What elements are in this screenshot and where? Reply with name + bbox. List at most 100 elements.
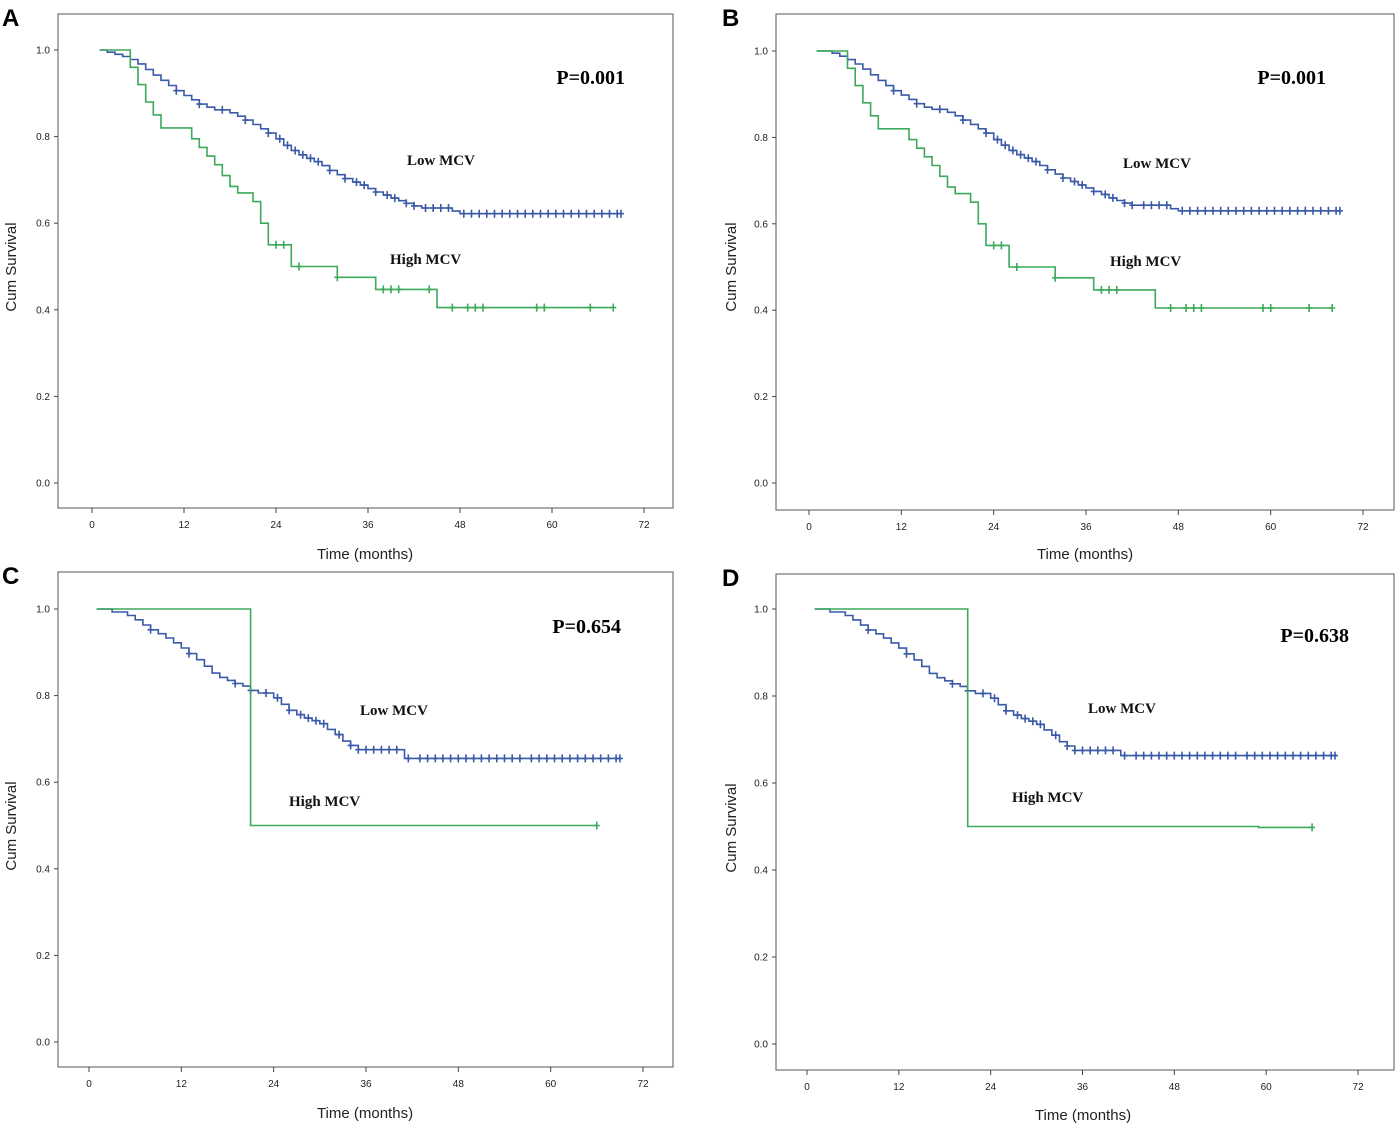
- censor-mark-low-mcv: [1225, 206, 1232, 215]
- plot-frame: [57, 571, 674, 1068]
- censor-mark-low-mcv: [1133, 751, 1140, 760]
- x-tick-label: 72: [638, 520, 650, 531]
- censor-mark-low-mcv: [265, 129, 272, 138]
- censor-mark-low-mcv: [616, 754, 623, 763]
- censor-mark-low-mcv: [574, 754, 581, 763]
- x-axis-title: Time (months): [1037, 546, 1133, 563]
- panel-letter: B: [722, 5, 739, 32]
- censor-mark-low-mcv: [605, 754, 612, 763]
- censor-mark-low-mcv: [1240, 206, 1247, 215]
- censor-mark-low-mcv: [493, 754, 500, 763]
- censor-mark-low-mcv: [1325, 206, 1332, 215]
- censor-mark-low-mcv: [1194, 751, 1201, 760]
- censor-mark-low-mcv: [913, 99, 920, 108]
- censor-mark-low-mcv: [315, 157, 322, 166]
- series-line-low-mcv: [816, 50, 1340, 212]
- censor-mark-high-mcv: [426, 285, 433, 294]
- censor-mark-low-mcv: [983, 129, 989, 138]
- series-label-low-mcv: Low MCV: [1123, 156, 1191, 172]
- censor-mark-low-mcv: [890, 86, 897, 95]
- y-tick-label: 0.8: [36, 691, 50, 702]
- y-tick-label: 0.8: [36, 132, 50, 143]
- x-tick-label: 36: [360, 1079, 372, 1090]
- censor-mark-low-mcv: [1171, 751, 1178, 760]
- chart-panel-c: C 0.0 0.2 0.4 0.6 0.8 1.0 0 12 24 36 48 60 72 Time (mo…: [2, 563, 674, 1122]
- censor-mark-high-mcv: [334, 273, 341, 282]
- censor-mark-high-mcv: [1098, 285, 1105, 294]
- censor-mark-low-mcv: [1033, 157, 1039, 166]
- censor-mark-low-mcv: [545, 209, 552, 218]
- censor-mark-low-mcv: [543, 754, 550, 763]
- censor-mark-high-mcv: [296, 262, 302, 271]
- censor-mark-low-mcv: [455, 754, 462, 763]
- censor-mark-high-mcv: [1052, 273, 1059, 282]
- series-label-high-mcv: High MCV: [1012, 790, 1083, 806]
- censor-mark-low-mcv: [353, 178, 360, 187]
- censor-mark-low-mcv: [1282, 751, 1289, 760]
- censor-mark-high-mcv: [610, 303, 617, 312]
- censor-mark-low-mcv: [501, 754, 508, 763]
- y-axis-title: Cum Survival: [3, 781, 20, 870]
- y-tick-label: 1.0: [754, 47, 768, 58]
- censor-mark-high-mcv: [1329, 304, 1336, 312]
- p-value-annotation: P=0.638: [1280, 625, 1349, 647]
- censor-mark-low-mcv: [1140, 201, 1147, 210]
- censor-mark-low-mcv: [320, 719, 327, 728]
- x-tick-label: 0: [806, 522, 812, 533]
- x-tick-label: 36: [1077, 1082, 1089, 1093]
- censor-mark-low-mcv: [1102, 190, 1109, 199]
- censor-mark-high-mcv: [1183, 304, 1189, 312]
- censor-mark-low-mcv: [528, 754, 535, 763]
- censor-mark-low-mcv: [372, 188, 379, 196]
- censor-mark-low-mcv: [1090, 187, 1097, 196]
- censor-mark-high-mcv: [395, 285, 402, 294]
- censor-mark-low-mcv: [1179, 206, 1186, 215]
- x-tick-label: 48: [1173, 522, 1185, 533]
- censor-mark-high-mcv: [587, 303, 594, 312]
- censor-mark-low-mcv: [1202, 206, 1209, 215]
- y-tick-label: 0.4: [36, 864, 50, 875]
- x-tick-label: 48: [453, 1079, 465, 1090]
- chart-panel-b: B 0.0 0.2 0.4 0.6 0.8 1.0 0 12 24 36 48 60 72 Time (mo…: [722, 5, 1395, 563]
- censor-mark-low-mcv: [1044, 165, 1051, 174]
- censor-mark-low-mcv: [391, 194, 398, 203]
- censor-mark-low-mcv: [437, 204, 444, 212]
- x-tick-label: 0: [804, 1082, 810, 1093]
- censor-mark-low-mcv: [1110, 746, 1117, 755]
- censor-mark-low-mcv: [509, 754, 516, 763]
- series-label-low-mcv: Low MCV: [360, 703, 428, 719]
- y-tick-label: 0.2: [36, 392, 50, 403]
- censor-mark-low-mcv: [1064, 742, 1071, 750]
- censor-mark-low-mcv: [416, 754, 423, 763]
- censor-mark-low-mcv: [1059, 174, 1066, 182]
- x-tick-label: 72: [1352, 1082, 1364, 1093]
- censor-mark-low-mcv: [347, 741, 354, 750]
- y-tick-label: 0.0: [754, 1040, 768, 1051]
- censor-mark-low-mcv: [1201, 751, 1208, 760]
- censor-mark-low-mcv: [1094, 746, 1101, 755]
- chart-panel-a: A 0.0 0.2 0.4 0.6 0.8 1.0 0 12 24 36 48 60 72 Time (mo…: [2, 5, 674, 563]
- censor-mark-low-mcv: [483, 209, 490, 218]
- censor-mark-high-mcv: [533, 303, 540, 312]
- censor-mark-low-mcv: [1052, 731, 1059, 740]
- censor-mark-low-mcv: [936, 105, 943, 114]
- censor-mark-high-mcv: [1167, 304, 1174, 312]
- chart-panel-d: D 0.0 0.2 0.4 0.6 0.8 1.0 0 12 24 36 48 60 72 Time (mo…: [722, 565, 1395, 1124]
- p-value-annotation: P=0.001: [556, 67, 625, 89]
- censor-mark-low-mcv: [336, 730, 343, 739]
- censor-mark-low-mcv: [463, 754, 469, 763]
- censor-mark-low-mcv: [566, 754, 573, 763]
- censor-mark-low-mcv: [242, 116, 249, 125]
- censor-mark-low-mcv: [1251, 751, 1258, 760]
- censor-mark-low-mcv: [1267, 751, 1273, 760]
- x-tick-label: 60: [1265, 522, 1277, 533]
- censor-mark-low-mcv: [1286, 206, 1293, 215]
- panel-letter: C: [2, 563, 19, 590]
- censor-mark-low-mcv: [590, 754, 596, 763]
- censor-mark-low-mcv: [1029, 717, 1036, 726]
- censor-mark-low-mcv: [994, 135, 1001, 144]
- censor-mark-low-mcv: [991, 694, 998, 703]
- censor-mark-low-mcv: [384, 191, 391, 200]
- censor-mark-low-mcv: [1310, 206, 1316, 215]
- censor-mark-low-mcv: [411, 201, 417, 210]
